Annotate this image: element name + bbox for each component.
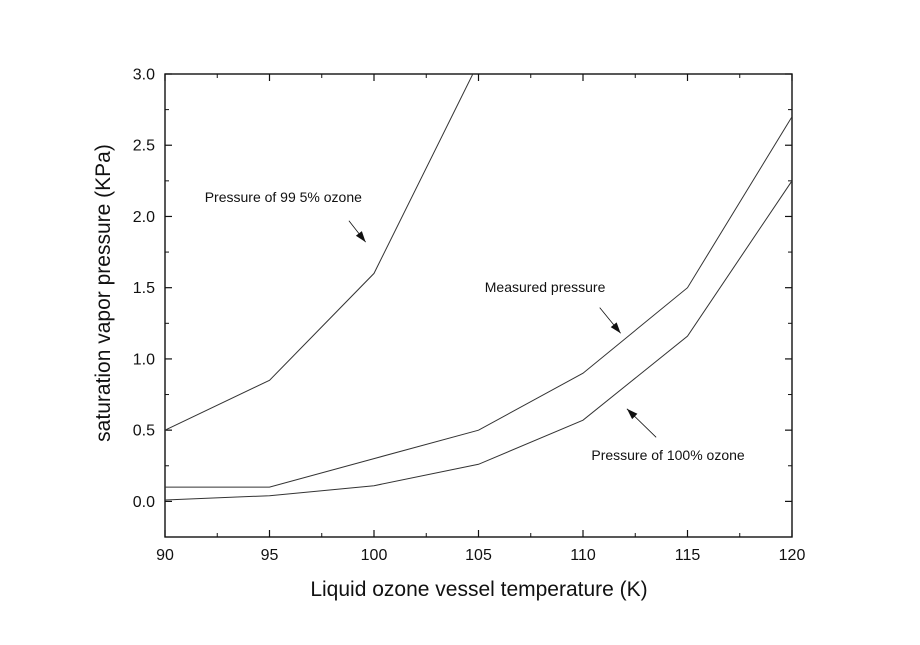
y-tick-label: 1.5 (133, 280, 155, 297)
x-tick-label: 95 (261, 547, 279, 564)
series-line-1 (165, 74, 474, 431)
annotation-label-3: Pressure of 100% ozone (591, 447, 745, 463)
y-tick-label: 1.0 (133, 351, 155, 368)
y-tick-label: 2.0 (133, 209, 155, 226)
annotation-arrow-head (355, 231, 366, 243)
x-tick-label: 120 (779, 547, 806, 564)
annotation-arrow-head (610, 322, 621, 334)
x-axis-ticks: 90 95 100 105 110 115 120 (156, 74, 805, 564)
plot-area-border (164, 73, 793, 538)
series-line-3 (165, 180, 792, 501)
x-tick-label: 90 (156, 547, 174, 564)
y-axis-ticks: 0.0 0.5 1.0 1.5 2.0 2.5 3.0 (133, 67, 792, 511)
x-tick-label: 115 (675, 547, 701, 564)
plot-frame (164, 73, 793, 538)
x-axis-title: Liquid ozone vessel temperature (K) (310, 578, 647, 601)
annotation-arrow-head (626, 408, 638, 420)
annotation-label-2: Measured pressure (485, 279, 606, 295)
annotation-layer: Pressure of 99 5% ozone Measured pressure… (205, 189, 745, 463)
series-line-2 (165, 116, 792, 488)
y-tick-label: 2.5 (133, 138, 155, 155)
series-layer (165, 74, 792, 501)
y-axis-title: saturation vapor pressure (KPa) (92, 144, 115, 442)
annotation-label-1: Pressure of 99 5% ozone (205, 189, 362, 205)
y-tick-label: 3.0 (133, 67, 155, 84)
y-tick-label: 0.0 (133, 494, 155, 511)
x-tick-label: 110 (570, 547, 596, 564)
x-tick-label: 100 (361, 547, 388, 564)
x-tick-label: 105 (465, 547, 492, 564)
y-tick-label: 0.5 (133, 423, 155, 440)
